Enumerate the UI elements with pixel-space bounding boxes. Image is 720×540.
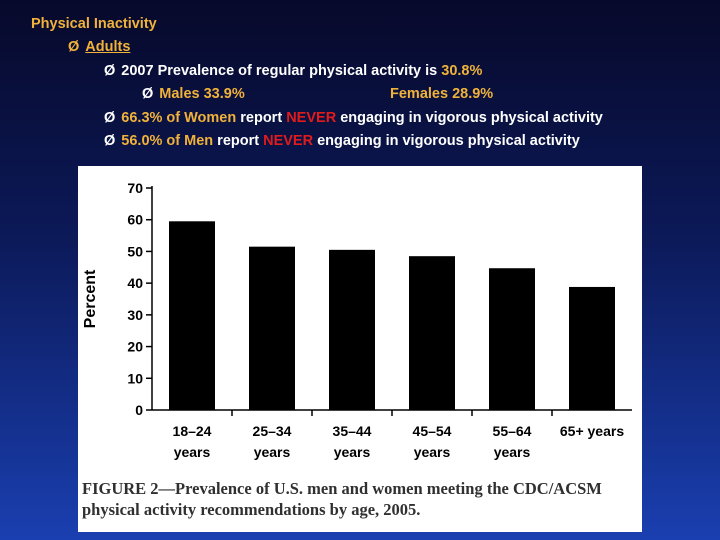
title-text: Physical Inactivity bbox=[31, 16, 157, 32]
never-word: NEVER bbox=[286, 110, 337, 126]
report-word: report bbox=[240, 110, 283, 126]
bullet-women: Ø 66.3% of Women report NEVER engaging in… bbox=[104, 110, 603, 126]
bar bbox=[569, 286, 615, 410]
figure-caption: FIGURE 2—Prevalence of U.S. men and wome… bbox=[82, 479, 602, 519]
figure-panel: 0 10 20 30 40 50 60 70 Percent 18–24 years 25–34 yea… bbox=[78, 166, 642, 532]
bullet-arrow-icon: Ø bbox=[104, 63, 116, 79]
never-word: NEVER bbox=[263, 133, 314, 149]
engaging-text: engaging in vigorous physical activity bbox=[317, 133, 580, 149]
bullet-arrow-icon: Ø bbox=[142, 86, 154, 102]
x-tick-label: years bbox=[494, 444, 531, 460]
y-axis-title: Percent bbox=[82, 269, 99, 328]
y-tick-label: 60 bbox=[127, 212, 143, 228]
x-tick-label: 25–34 bbox=[253, 423, 292, 439]
x-tick-label: years bbox=[334, 444, 371, 460]
bar bbox=[169, 221, 215, 410]
bar bbox=[409, 256, 455, 410]
y-tick-label: 30 bbox=[127, 307, 143, 323]
x-tick-label: years bbox=[254, 444, 291, 460]
y-tick-label: 10 bbox=[127, 370, 143, 386]
report-word: report bbox=[217, 133, 260, 149]
prevalence-value: 30.8% bbox=[441, 63, 483, 79]
y-tick-label: 50 bbox=[127, 243, 143, 259]
males-stat: Males 33.9% bbox=[159, 86, 245, 102]
bar bbox=[489, 268, 535, 410]
females-stat: Females 28.9% bbox=[390, 86, 494, 102]
y-tick-label: 70 bbox=[127, 180, 143, 196]
x-tick-label: 35–44 bbox=[333, 423, 372, 439]
bullet-adults: Ø Adults bbox=[68, 39, 130, 55]
prevalence-text: 2007 Prevalence of regular physical acti… bbox=[121, 63, 438, 79]
bar bbox=[249, 246, 295, 410]
bullet-males: Ø Males 33.9% bbox=[142, 86, 245, 102]
bar bbox=[329, 249, 375, 410]
adults-label: Adults bbox=[85, 39, 131, 55]
women-stat: 66.3% of Women bbox=[121, 110, 237, 126]
x-tick-label: 45–54 bbox=[413, 423, 452, 439]
bullet-men: Ø 56.0% of Men report NEVER engaging in v… bbox=[104, 133, 580, 149]
x-tick-label: years bbox=[414, 444, 451, 460]
x-tick-label: 65+ years bbox=[560, 423, 624, 439]
x-tick-label: years bbox=[174, 444, 211, 460]
slide-title: Physical Inactivity bbox=[31, 16, 157, 32]
men-stat: 56.0% of Men bbox=[121, 133, 214, 149]
bar-chart: 0 10 20 30 40 50 60 70 Percent 18–24 years 25–34 yea… bbox=[82, 180, 632, 460]
bullet-arrow-icon: Ø bbox=[104, 133, 116, 149]
bullet-arrow-icon: Ø bbox=[68, 39, 80, 55]
females-line: Females 28.9% bbox=[390, 86, 493, 102]
y-tick-label: 20 bbox=[127, 339, 143, 355]
y-tick-label: 0 bbox=[135, 402, 143, 418]
x-tick-label: 55–64 bbox=[493, 423, 532, 439]
engaging-text: engaging in vigorous physical activity bbox=[340, 110, 603, 126]
x-tick-label: 18–24 bbox=[173, 423, 212, 439]
bullet-arrow-icon: Ø bbox=[104, 110, 116, 126]
bullet-prevalence: Ø 2007 Prevalence of regular physical act… bbox=[104, 63, 482, 79]
y-tick-label: 40 bbox=[127, 275, 143, 291]
